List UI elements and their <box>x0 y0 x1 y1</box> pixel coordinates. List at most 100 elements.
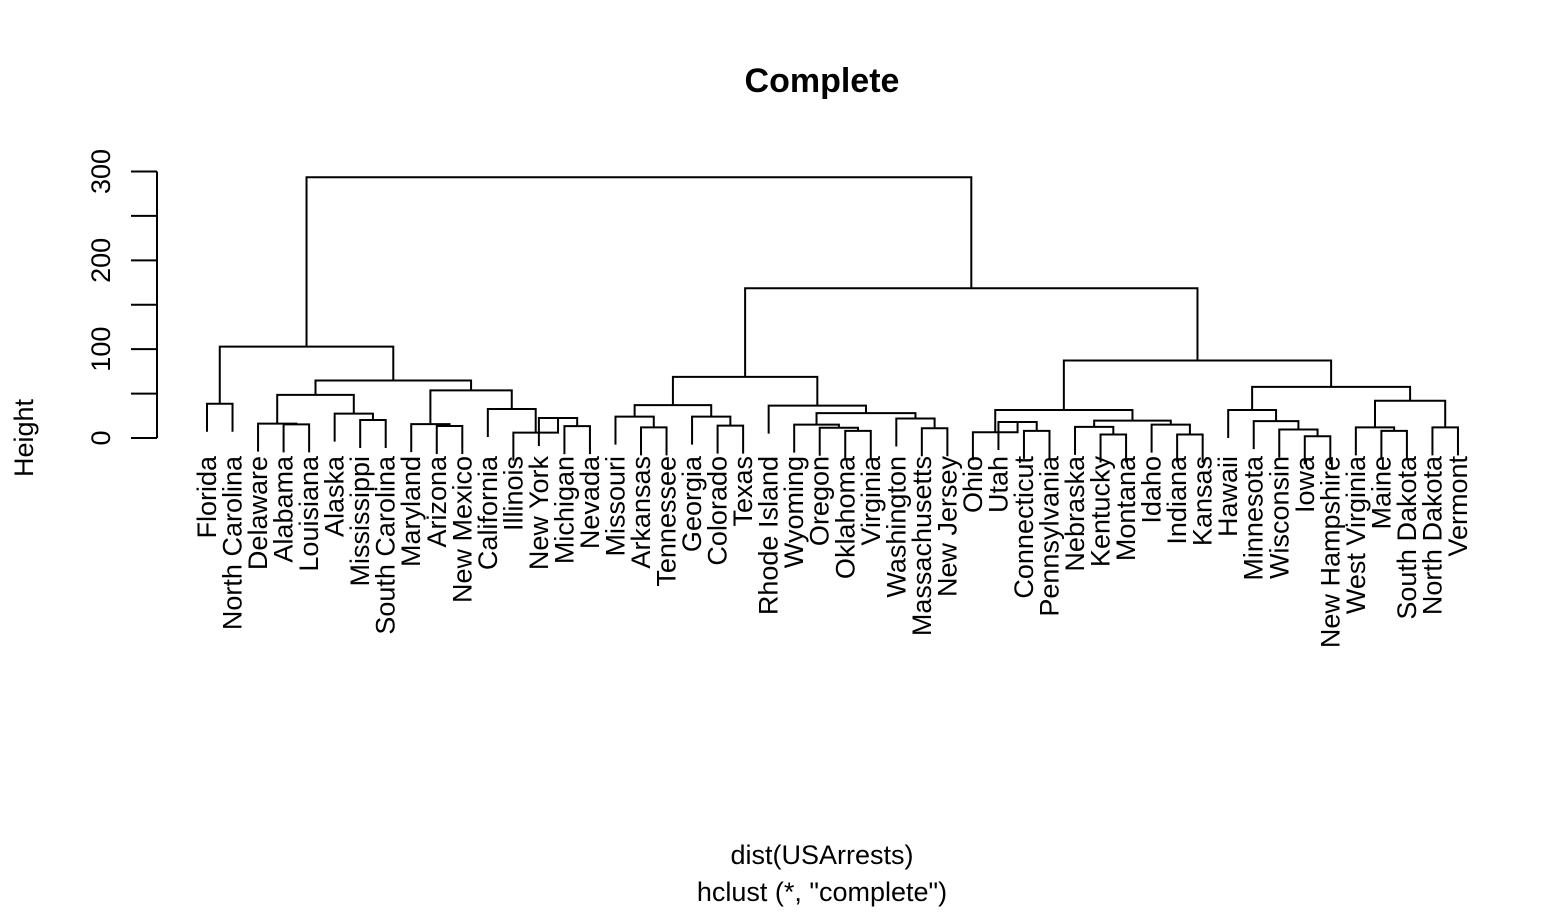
x-axis-label: dist(USArrests) <box>730 840 913 870</box>
leaf-label: Utah <box>983 456 1013 513</box>
dendrogram-merge <box>1374 399 1447 428</box>
leaf-label: Colorado <box>703 456 733 566</box>
dendrogram-branches <box>206 176 1459 465</box>
leaf-label: Illinois <box>498 456 528 531</box>
leaf-label: Alabama <box>269 455 299 563</box>
dendrogram-merge <box>671 375 819 406</box>
leaf-label: Massachusetts <box>907 456 937 636</box>
leaf-label: Nevada <box>575 455 605 549</box>
leaf-label: Missouri <box>600 456 630 557</box>
dendrogram-merge <box>1062 359 1333 411</box>
leaf-label: South Dakota <box>1392 455 1422 620</box>
dendrogram-merge <box>486 407 537 437</box>
dendrogram-merge <box>994 409 1134 433</box>
leaf-label: Arizona <box>422 455 452 548</box>
leaf-label: Idaho <box>1137 456 1167 524</box>
leaf-label: Florida <box>192 455 222 539</box>
dendrogram-merge <box>429 389 513 425</box>
dendrogram-merge <box>920 427 949 457</box>
leaf-label: Arkansas <box>626 456 656 569</box>
leaf-label: New Jersey <box>932 456 962 598</box>
leaf-label: Iowa <box>1290 455 1320 513</box>
leaf-label: Washington <box>881 456 911 598</box>
dendrogram-merge <box>563 425 591 455</box>
leaf-label: Oregon <box>805 456 835 546</box>
leaf-label: Wisconsin <box>1264 456 1294 579</box>
leaf-label: Pennsylvania <box>1034 455 1064 617</box>
leaf-label: Wyoming <box>779 456 809 568</box>
leaf-label: South Carolina <box>371 455 401 635</box>
leaf-label: Indiana <box>1162 455 1192 545</box>
dendrogram-merge <box>716 424 745 454</box>
dendrogram-merge <box>1022 429 1051 459</box>
leaf-label: Kentucky <box>1086 456 1116 568</box>
dendrogram-merge <box>314 379 473 395</box>
leaf-label: California <box>473 455 503 570</box>
dendrogram-merge <box>1252 420 1300 450</box>
dendrogram-merge <box>276 393 355 424</box>
dendrogram-merge <box>793 423 840 453</box>
leaf-label: New York <box>524 456 554 571</box>
leaf-label: West Virginia <box>1341 455 1371 614</box>
leaf-label: Delaware <box>243 456 273 570</box>
leaf-label: Montana <box>1111 455 1141 561</box>
leaf-label: Connecticut <box>1009 456 1039 599</box>
dendrogram-merge <box>435 425 464 455</box>
leaf-label: North Dakota <box>1417 455 1447 615</box>
leaf-label: Virginia <box>856 455 886 546</box>
leaf-label: Texas <box>728 456 758 527</box>
dendrogram-merge <box>410 423 451 453</box>
leaf-label: Nebraska <box>1060 455 1090 572</box>
dendrogram-merge <box>744 287 1199 377</box>
dendrogram-merge <box>305 176 973 347</box>
leaf-label: Mississippi <box>345 456 375 587</box>
leaf-label: Vermont <box>1443 456 1473 557</box>
leaf-label: Georgia <box>677 455 707 552</box>
leaf-label: Maryland <box>396 456 426 567</box>
dendrogram-merge <box>1150 423 1191 453</box>
dendrogram-merge <box>333 412 374 442</box>
leaf-label: Minnesota <box>1239 455 1269 581</box>
dendrogram-merge <box>1431 426 1459 456</box>
dendrogram-merge <box>257 422 298 452</box>
dendrogram-merge <box>844 429 872 459</box>
y-tick-label: 200 <box>86 238 116 283</box>
dendrogram-merge <box>640 426 668 456</box>
leaf-label: Tennessee <box>652 456 682 587</box>
dendrogram-merge <box>1227 409 1278 439</box>
dendrogram-merge <box>1380 429 1408 459</box>
dendrogram-merge <box>206 402 234 432</box>
dendrogram-merge <box>614 415 655 445</box>
dendrogram-merge <box>1278 428 1319 458</box>
dendrogram-merge <box>895 417 936 447</box>
leaf-label: Hawaii <box>1213 456 1243 537</box>
leaf-label: North Carolina <box>218 455 248 630</box>
leaf-label: New Mexico <box>447 456 477 603</box>
leaf-label: Kansas <box>1188 456 1218 546</box>
chart-title: Complete <box>745 62 900 100</box>
leaf-label: New Hampshire <box>1315 456 1345 648</box>
leaf-label: Maine <box>1366 456 1396 530</box>
dendrogram-merge <box>218 345 395 404</box>
dendrogram-merge <box>633 404 713 417</box>
dendrogram-merge <box>1074 425 1115 455</box>
dendrogram-merge <box>1176 433 1204 463</box>
leaf-label: Oklahoma <box>830 455 860 579</box>
dendrogram-merge <box>1251 385 1412 411</box>
x-axis-sublabel: hclust (*, "complete") <box>697 877 947 907</box>
dendrogram-merge <box>691 415 732 445</box>
leaf-label: Michigan <box>549 456 579 564</box>
y-tick-label: 300 <box>86 149 116 194</box>
y-axis-label: Height <box>9 398 39 477</box>
leaf-label: Rhode Island <box>754 456 784 615</box>
leaf-label: Louisiana <box>294 455 324 572</box>
y-axis: 0 100 200 300 <box>86 149 158 446</box>
dendrogram-merge <box>282 423 311 453</box>
dendrogram-merge <box>815 412 917 425</box>
leaf-label: Alaska <box>320 455 350 537</box>
dendrogram-merge <box>359 419 387 449</box>
dendrogram-merge <box>1099 433 1128 463</box>
dendrogram-merge <box>818 426 860 456</box>
